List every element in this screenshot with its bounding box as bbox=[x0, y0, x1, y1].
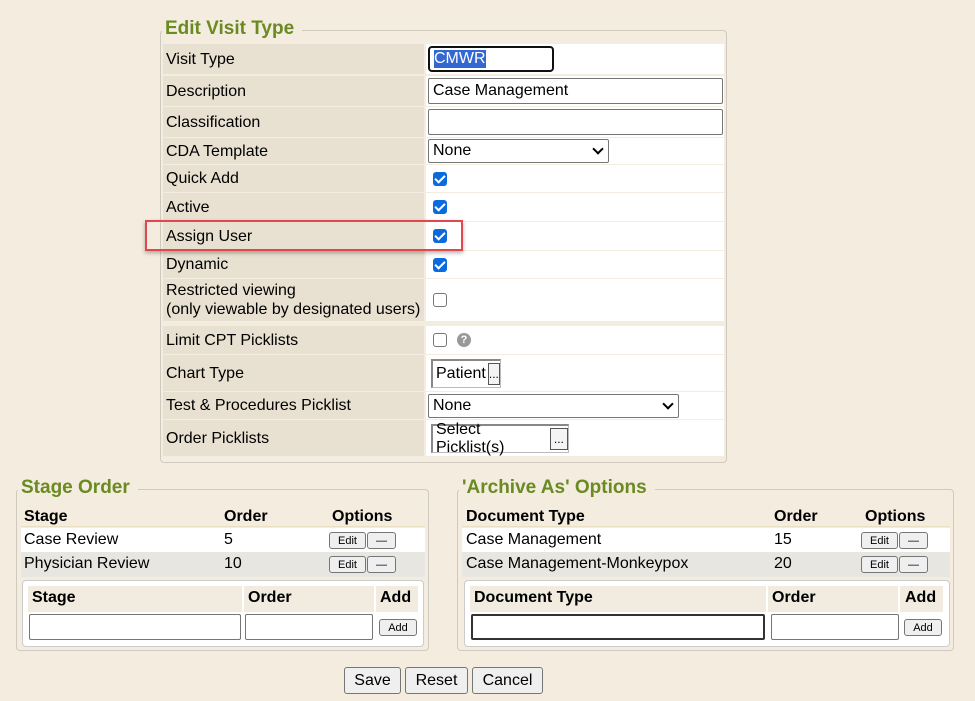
edit-button[interactable]: Edit bbox=[861, 532, 898, 549]
quick-add-checkbox[interactable] bbox=[433, 171, 447, 186]
save-button[interactable]: Save bbox=[344, 667, 401, 694]
order-picklists-label: Order Picklists bbox=[163, 420, 424, 456]
add-col-add: Add bbox=[905, 589, 937, 606]
table-row: Case Review 5 Edit — bbox=[21, 528, 425, 552]
visit-type-input[interactable] bbox=[427, 45, 555, 73]
table-row: Case Management 15 Edit — bbox=[462, 528, 950, 552]
test-procedures-select[interactable]: None bbox=[428, 393, 679, 418]
chart-type-browse-button[interactable]: ... bbox=[487, 362, 500, 385]
document-type: Case Management-Monkeypox bbox=[466, 555, 689, 572]
remove-button[interactable]: — bbox=[367, 532, 396, 549]
reset-button[interactable]: Reset bbox=[405, 667, 468, 694]
col-options: Options bbox=[865, 508, 926, 525]
add-stage-box: Stage Order Add Add bbox=[22, 580, 424, 647]
restricted-label-line1: Restricted viewing bbox=[166, 282, 296, 299]
add-stage-button[interactable]: Add bbox=[379, 619, 417, 636]
document-order: 20 bbox=[774, 555, 792, 572]
new-document-order-input[interactable] bbox=[771, 614, 899, 640]
restricted-label: Restricted viewing (only viewable by desi… bbox=[163, 279, 424, 321]
chevron-down-icon bbox=[592, 143, 604, 155]
order-picklists-browse-button[interactable]: ... bbox=[549, 427, 568, 450]
dynamic-checkbox[interactable] bbox=[433, 257, 447, 272]
visit-type-label: Visit Type bbox=[163, 44, 424, 74]
document-type: Case Management bbox=[466, 531, 602, 548]
col-document-type: Document Type bbox=[466, 508, 585, 525]
stage-order: 10 bbox=[224, 555, 242, 572]
add-col-order: Order bbox=[248, 589, 292, 606]
cda-template-value: None bbox=[433, 142, 472, 159]
order-picklists-picker[interactable]: Select Picklist(s)... bbox=[431, 421, 569, 456]
new-stage-order-input[interactable] bbox=[245, 614, 373, 640]
cda-template-label: CDA Template bbox=[163, 138, 424, 164]
document-order: 15 bbox=[774, 531, 792, 548]
help-icon[interactable]: ? bbox=[457, 333, 471, 347]
remove-button[interactable]: — bbox=[899, 556, 928, 573]
assign-user-checkbox[interactable] bbox=[433, 229, 447, 243]
cancel-button[interactable]: Cancel bbox=[472, 667, 543, 694]
stage-name: Case Review bbox=[24, 531, 119, 548]
highlight-box bbox=[145, 220, 463, 251]
stage-order-title: Stage Order bbox=[18, 477, 138, 499]
remove-button[interactable]: — bbox=[899, 532, 928, 549]
chevron-down-icon bbox=[662, 397, 674, 410]
edit-button[interactable]: Edit bbox=[329, 532, 366, 549]
stage-order-panel: Stage Order Stage Order Options Case Rev… bbox=[16, 477, 429, 651]
classification-label: Classification bbox=[163, 107, 424, 137]
edit-visit-type-panel: Edit Visit Type Visit Type Description C… bbox=[160, 18, 727, 463]
remove-button[interactable]: — bbox=[367, 556, 396, 573]
table-row: Case Management-Monkeypox 20 Edit — bbox=[462, 552, 950, 577]
restricted-label-line2: (only viewable by designated users) bbox=[166, 301, 421, 318]
add-document-box: Document Type Order Add Add bbox=[464, 580, 950, 647]
description-label: Description bbox=[163, 76, 424, 106]
add-col-order: Order bbox=[772, 589, 816, 606]
quick-add-label: Quick Add bbox=[163, 165, 424, 192]
col-stage: Stage bbox=[24, 508, 68, 525]
test-procedures-value: None bbox=[433, 396, 472, 414]
chart-type-picker[interactable]: Patient... bbox=[431, 358, 501, 388]
table-row: Physician Review 10 Edit — bbox=[21, 552, 425, 577]
add-col-add: Add bbox=[380, 589, 412, 606]
cda-template-select[interactable]: None bbox=[428, 139, 609, 163]
order-picklists-value: Select Picklist(s) bbox=[436, 420, 505, 456]
edit-button[interactable]: Edit bbox=[861, 556, 898, 573]
edit-button[interactable]: Edit bbox=[329, 556, 366, 573]
new-stage-input[interactable] bbox=[29, 614, 241, 640]
panel-title: Edit Visit Type bbox=[162, 18, 303, 40]
active-checkbox[interactable] bbox=[433, 200, 447, 214]
add-col-stage: Stage bbox=[32, 589, 76, 606]
limit-cpt-checkbox[interactable] bbox=[433, 333, 447, 347]
archive-as-panel: 'Archive As' Options Document Type Order… bbox=[457, 477, 954, 651]
limit-cpt-label: Limit CPT Picklists bbox=[163, 326, 424, 354]
stage-name: Physician Review bbox=[24, 555, 150, 572]
active-label: Active bbox=[163, 193, 424, 221]
assign-user-label: Assign User bbox=[163, 222, 424, 250]
classification-input[interactable] bbox=[428, 109, 723, 135]
test-procedures-label: Test & Procedures Picklist bbox=[163, 392, 424, 419]
col-order: Order bbox=[774, 508, 818, 525]
stage-order: 5 bbox=[224, 531, 233, 548]
add-col-document-type: Document Type bbox=[474, 589, 593, 606]
add-document-button[interactable]: Add bbox=[904, 619, 942, 636]
chart-type-value: Patient bbox=[436, 364, 486, 382]
dynamic-label: Dynamic bbox=[163, 251, 424, 278]
description-input[interactable] bbox=[428, 78, 723, 104]
chart-type-label: Chart Type bbox=[163, 355, 424, 391]
new-document-type-input[interactable] bbox=[471, 614, 765, 640]
col-options: Options bbox=[332, 508, 393, 525]
restricted-checkbox[interactable] bbox=[433, 293, 447, 307]
archive-as-title: 'Archive As' Options bbox=[459, 477, 655, 499]
col-order: Order bbox=[224, 508, 268, 525]
